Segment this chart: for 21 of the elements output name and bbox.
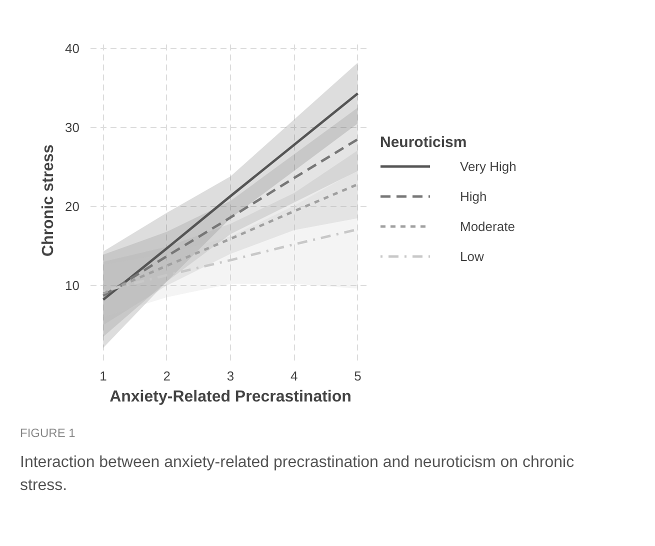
legend-label: Low [460,248,484,264]
x-tick-label: 5 [354,368,362,384]
line-series [102,92,360,301]
x-tick-label: 2 [163,368,170,384]
line-series [102,183,360,295]
x-tick-label: 1 [100,368,107,384]
x-axis-title: Anxiety-Related Precrastination [110,388,352,406]
legend-label: Moderate [460,218,515,234]
caption: FIGURE 1 [20,425,76,442]
y-tick-label: 20 [65,198,80,214]
text: Interaction between anxiety-related precrastination and neuroticism on chronic stress. [20,453,576,496]
y-tick-label: 40 [65,40,80,56]
x-tick-label: 3 [226,368,234,384]
x-tick-label: 4 [290,368,298,384]
y-tick-label: 30 [65,120,80,135]
legend-label: High [460,188,487,204]
legend-label: Very High [460,158,516,174]
line-series [102,138,360,297]
y-axis-title: Chronic stress [40,144,58,257]
y-tick-label: 10 [65,278,80,293]
legend-title: Neuroticism [380,134,468,151]
